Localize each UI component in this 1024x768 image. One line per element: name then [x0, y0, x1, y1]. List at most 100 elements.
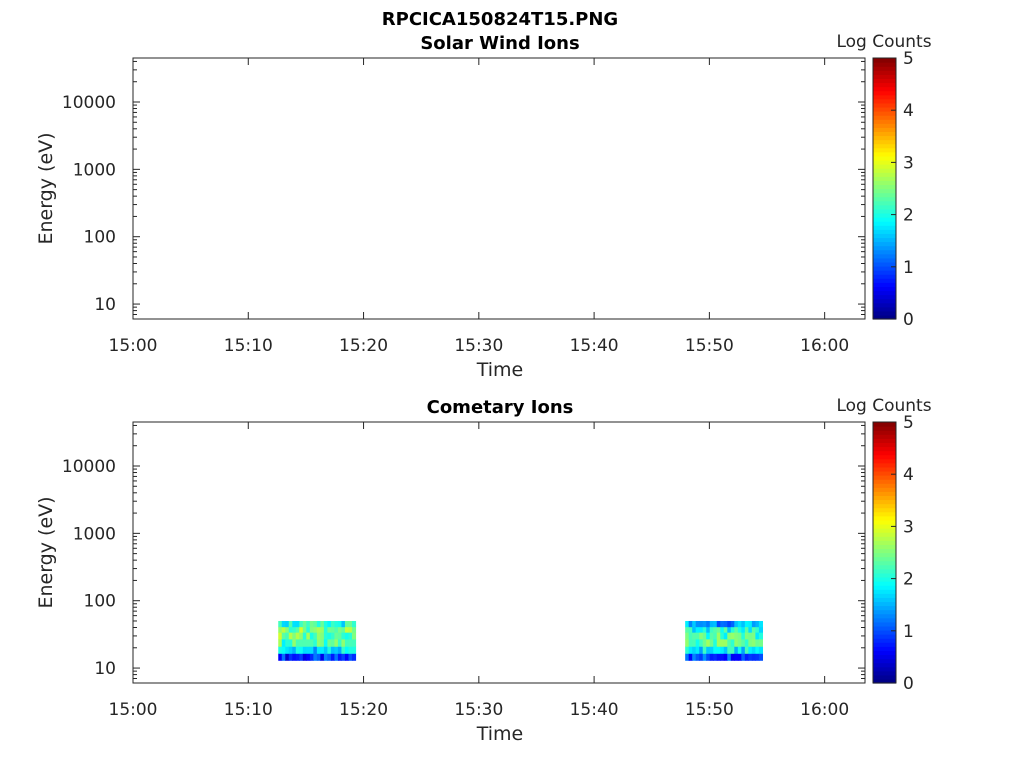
- colorbar-segment: [873, 265, 896, 271]
- heatmap-cell: [720, 626, 725, 633]
- heatmap-cell: [709, 653, 714, 661]
- colorbar-segment: [873, 422, 896, 427]
- heatmap-cell: [744, 620, 749, 628]
- heatmap-cell: [306, 639, 311, 647]
- colorbar-segment: [873, 90, 896, 96]
- heatmap-cell: [699, 639, 704, 647]
- colorbar-segment: [873, 274, 896, 279]
- heatmap-cell: [295, 639, 300, 647]
- heatmap-cell: [288, 639, 293, 647]
- heatmap-cell: [706, 646, 711, 654]
- heatmap-cell: [741, 626, 746, 633]
- heatmap-cell: [755, 626, 760, 633]
- colorbar-segment: [873, 605, 896, 611]
- colorbar-segment: [873, 204, 896, 210]
- heatmap-cell: [699, 632, 704, 640]
- heatmap-cell: [330, 620, 336, 628]
- heatmap-cell: [351, 639, 357, 647]
- heatmap-cell: [288, 626, 293, 633]
- colorbar-tick-label: 4: [903, 101, 914, 121]
- colorbar-segment: [873, 111, 896, 116]
- heatmap-cell: [716, 646, 721, 654]
- colorbar-segment: [873, 98, 896, 104]
- heatmap-cell: [334, 620, 339, 628]
- colorbar-segment: [873, 532, 896, 537]
- colorbar-segment: [873, 674, 896, 680]
- heatmap-cell: [292, 646, 297, 654]
- colorbar-segment: [873, 66, 896, 71]
- heatmap-cell: [748, 639, 753, 647]
- y-axis-label: Energy (eV): [35, 132, 57, 244]
- colorbar-segment: [873, 155, 896, 161]
- heatmap-cell: [278, 639, 283, 647]
- heatmap-cell: [334, 639, 339, 647]
- heatmap-cell: [348, 626, 353, 633]
- y-tick-label: 10: [94, 295, 116, 315]
- heatmap-cell: [327, 620, 332, 628]
- heatmap-cell: [723, 639, 728, 647]
- colorbar-segment: [873, 225, 896, 230]
- colorbar-segment: [873, 192, 896, 198]
- colorbar-segment: [873, 483, 896, 488]
- heatmap-cell: [741, 632, 746, 640]
- colorbar-segment: [873, 670, 896, 676]
- heatmap-cell: [330, 653, 336, 661]
- heatmap-cell: [292, 620, 297, 628]
- heatmap-cell: [758, 639, 764, 647]
- colorbar-tick-label: 5: [903, 413, 914, 433]
- heatmap-cell: [278, 646, 283, 654]
- heatmap-cell: [285, 620, 290, 628]
- heatmap-block: [278, 620, 357, 661]
- heatmap-cell: [734, 646, 739, 654]
- heatmap-cell: [730, 632, 735, 640]
- colorbar-segment: [873, 454, 896, 460]
- colorbar-segment: [873, 164, 896, 169]
- heatmap-cell: [709, 646, 714, 654]
- heatmap-cell: [737, 639, 742, 647]
- heatmap-cell: [723, 653, 728, 661]
- heatmap-cell: [688, 632, 693, 640]
- colorbar-segment: [873, 253, 896, 259]
- colorbar-segment: [873, 261, 896, 267]
- colorbar-segment: [873, 638, 896, 643]
- heatmap-cell: [337, 646, 343, 654]
- heatmap-cell: [702, 620, 707, 628]
- heatmap-cell: [709, 626, 714, 633]
- heatmap-cell: [302, 620, 307, 628]
- colorbar-segment: [873, 106, 896, 112]
- heatmap-cell: [744, 639, 749, 647]
- heatmap-cell: [281, 620, 286, 628]
- heatmap-cell: [320, 646, 325, 654]
- x-axis-label: Time: [476, 359, 524, 381]
- heatmap-cell: [306, 632, 311, 640]
- colorbar-segment: [873, 540, 896, 545]
- heatmap-cell: [295, 646, 300, 654]
- heatmap-cell: [688, 626, 693, 633]
- heatmap-cell: [751, 639, 756, 647]
- heatmap-cell: [316, 632, 321, 640]
- colorbar-segment: [873, 200, 896, 206]
- heatmap-cell: [285, 653, 290, 661]
- heatmap-cell: [334, 646, 339, 654]
- heatmap-cell: [751, 653, 756, 661]
- colorbar-segment: [873, 233, 896, 239]
- colorbar-segment: [873, 581, 896, 586]
- heatmap-cell: [713, 620, 718, 628]
- heatmap-cell: [730, 653, 735, 661]
- x-axis-label: Time: [476, 723, 524, 745]
- heatmap-cell: [758, 632, 764, 640]
- heatmap-cell: [330, 632, 336, 640]
- heatmap-cell: [695, 620, 700, 628]
- heatmap-cell: [723, 646, 728, 654]
- colorbar-segment: [873, 208, 896, 214]
- y-tick-label: 100: [84, 228, 116, 248]
- colorbar-segment: [873, 617, 896, 623]
- colorbar-segment: [873, 188, 896, 194]
- x-tick-label: 15:30: [454, 700, 503, 720]
- colorbar-segment: [873, 180, 896, 186]
- heatmap-cell: [302, 653, 307, 661]
- colorbar-tick-label: 4: [903, 465, 914, 485]
- heatmap-cell: [320, 620, 325, 628]
- heatmap-cell: [720, 632, 725, 640]
- colorbar-segment: [873, 115, 896, 120]
